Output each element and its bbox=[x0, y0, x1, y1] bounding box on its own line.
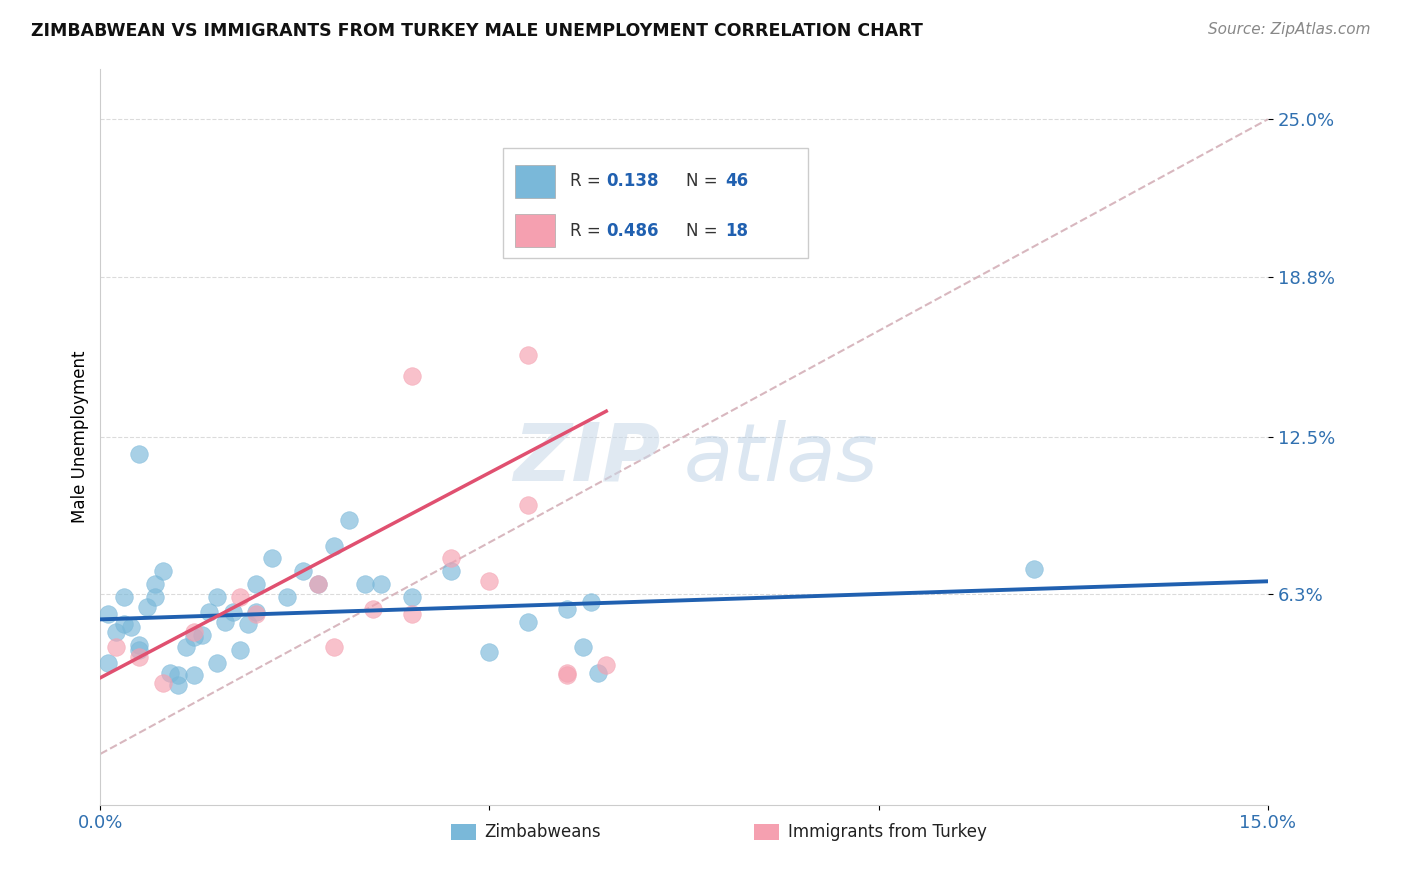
Point bbox=[307, 577, 329, 591]
Point bbox=[478, 574, 501, 589]
Point bbox=[159, 665, 181, 680]
Point bbox=[167, 678, 190, 692]
Point bbox=[205, 656, 228, 670]
Point bbox=[595, 658, 617, 673]
Point bbox=[183, 630, 205, 644]
Point bbox=[579, 594, 602, 608]
Point bbox=[229, 590, 252, 604]
Point bbox=[183, 668, 205, 682]
Point bbox=[190, 627, 212, 641]
Point bbox=[572, 640, 595, 655]
Text: ZIP: ZIP bbox=[513, 419, 661, 498]
Point bbox=[478, 645, 501, 659]
Point bbox=[517, 348, 540, 362]
Text: N =: N = bbox=[686, 222, 723, 240]
Point bbox=[104, 640, 127, 655]
Text: Zimbabweans: Zimbabweans bbox=[484, 823, 600, 841]
Point bbox=[557, 602, 579, 616]
Text: 18: 18 bbox=[725, 222, 748, 240]
Point bbox=[128, 643, 150, 657]
Point bbox=[128, 650, 150, 665]
Point bbox=[221, 605, 243, 619]
Point bbox=[128, 447, 150, 461]
Text: ZIMBABWEAN VS IMMIGRANTS FROM TURKEY MALE UNEMPLOYMENT CORRELATION CHART: ZIMBABWEAN VS IMMIGRANTS FROM TURKEY MAL… bbox=[31, 22, 922, 40]
Point bbox=[143, 590, 166, 604]
Point bbox=[152, 676, 174, 690]
Point bbox=[143, 577, 166, 591]
Point bbox=[152, 564, 174, 578]
Point bbox=[198, 605, 221, 619]
Point bbox=[245, 577, 267, 591]
Text: R =: R = bbox=[569, 222, 606, 240]
Point bbox=[401, 590, 423, 604]
Point bbox=[167, 668, 190, 682]
Point bbox=[439, 551, 461, 566]
Point bbox=[112, 590, 135, 604]
Y-axis label: Male Unemployment: Male Unemployment bbox=[72, 351, 89, 523]
Point bbox=[517, 498, 540, 512]
Text: Source: ZipAtlas.com: Source: ZipAtlas.com bbox=[1208, 22, 1371, 37]
Point bbox=[322, 539, 344, 553]
Point bbox=[128, 638, 150, 652]
Point bbox=[174, 640, 197, 655]
Point bbox=[97, 607, 120, 622]
Text: 0.486: 0.486 bbox=[606, 222, 659, 240]
Point bbox=[517, 615, 540, 629]
Point bbox=[214, 615, 236, 629]
Point bbox=[354, 577, 377, 591]
Point bbox=[339, 513, 361, 527]
Point bbox=[557, 665, 579, 680]
Point bbox=[260, 551, 283, 566]
Text: R =: R = bbox=[569, 172, 606, 190]
Point bbox=[401, 607, 423, 622]
Point bbox=[361, 602, 384, 616]
Point bbox=[183, 625, 205, 640]
Text: 46: 46 bbox=[725, 172, 748, 190]
Point bbox=[291, 564, 314, 578]
Point bbox=[97, 656, 120, 670]
Point bbox=[276, 590, 298, 604]
Point bbox=[401, 368, 423, 383]
Point bbox=[229, 643, 252, 657]
Point bbox=[588, 665, 610, 680]
Point bbox=[238, 617, 260, 632]
Text: Immigrants from Turkey: Immigrants from Turkey bbox=[787, 823, 987, 841]
Point bbox=[322, 640, 344, 655]
Point bbox=[104, 625, 127, 640]
Point bbox=[307, 577, 329, 591]
Text: N =: N = bbox=[686, 172, 723, 190]
Point bbox=[557, 668, 579, 682]
Point bbox=[1024, 561, 1046, 575]
Point bbox=[370, 577, 392, 591]
Point bbox=[245, 605, 267, 619]
Point bbox=[205, 590, 228, 604]
Point bbox=[121, 620, 143, 634]
Point bbox=[245, 607, 267, 622]
Text: 0.138: 0.138 bbox=[606, 172, 659, 190]
Point bbox=[136, 599, 159, 614]
Text: atlas: atlas bbox=[685, 419, 879, 498]
Point bbox=[112, 617, 135, 632]
Point bbox=[439, 564, 461, 578]
